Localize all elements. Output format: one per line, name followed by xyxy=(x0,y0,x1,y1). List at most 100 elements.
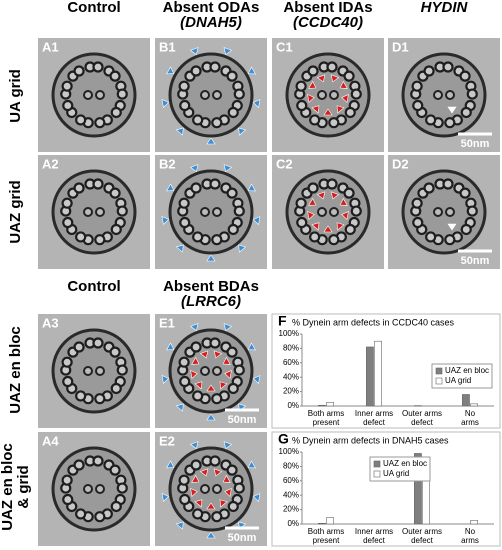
central-pair xyxy=(212,366,222,376)
arrowhead xyxy=(194,499,203,508)
arrowhead xyxy=(222,356,231,365)
row-label: UAZ grid xyxy=(7,180,24,243)
doublet xyxy=(110,223,122,236)
arrowhead xyxy=(316,74,326,83)
column-header: Control xyxy=(67,278,120,295)
central-pair xyxy=(329,90,339,100)
doublet xyxy=(62,493,74,506)
doublet xyxy=(343,70,355,82)
doublet xyxy=(425,231,437,243)
chart-title: % Dynein arm defects in DNAH5 cases xyxy=(292,435,449,445)
arrowhead xyxy=(316,191,326,200)
arrowhead xyxy=(247,183,256,192)
bar xyxy=(326,517,334,525)
arrowhead xyxy=(323,108,333,116)
doublet xyxy=(61,80,73,92)
arrowhead xyxy=(252,375,261,385)
x-tick-label: No arms xyxy=(461,527,479,545)
doublet xyxy=(211,393,223,405)
arrowhead xyxy=(224,370,232,380)
doublet xyxy=(109,346,121,358)
bar xyxy=(366,346,374,407)
doublet xyxy=(442,61,454,73)
doublet xyxy=(425,114,437,126)
doublet xyxy=(110,500,122,513)
y-tick-label: 20% xyxy=(283,387,299,396)
doublet xyxy=(94,234,106,246)
arrowhead xyxy=(190,488,198,497)
arrowhead xyxy=(238,244,247,253)
doublet xyxy=(444,117,456,129)
row-label: UAZ en bloc xyxy=(0,443,16,531)
doublet xyxy=(233,482,245,494)
arrowhead xyxy=(311,222,320,231)
doublet xyxy=(94,393,106,405)
panel-label: B1 xyxy=(159,39,176,54)
doublet xyxy=(309,114,321,126)
central-pair xyxy=(212,207,222,217)
arrowhead xyxy=(161,99,170,109)
arrowhead xyxy=(219,499,228,508)
column-header: (CCDC40) xyxy=(293,14,363,31)
micrograph: A3 xyxy=(38,314,150,428)
micrograph: A1 xyxy=(38,38,150,152)
doublet xyxy=(178,474,190,486)
arrowhead xyxy=(189,164,199,173)
legend-label: UAZ en bloc xyxy=(445,366,489,375)
arrowhead xyxy=(213,468,223,477)
legend-label: UA grid xyxy=(383,469,409,478)
panel-label: G xyxy=(278,431,289,447)
doublet xyxy=(233,205,245,217)
arrowhead xyxy=(199,468,209,477)
doublet xyxy=(179,99,191,112)
doublet xyxy=(233,88,245,100)
arrowhead xyxy=(206,137,216,145)
micrograph: E2 50nm xyxy=(155,432,267,546)
doublet xyxy=(227,382,239,395)
arrowhead xyxy=(166,460,175,469)
panel-label: D1 xyxy=(392,39,409,54)
central-pair xyxy=(83,366,93,376)
panel-label: C2 xyxy=(276,156,293,171)
doublet xyxy=(116,364,128,376)
central-pair xyxy=(329,207,339,217)
chart: G% Dynein arm defects in DNAH5 cases 0% 20… xyxy=(271,431,501,547)
x-tick-label: Inner arms defect xyxy=(355,409,393,427)
doublet xyxy=(227,106,239,119)
arrowhead xyxy=(223,323,233,332)
doublet xyxy=(73,459,85,471)
doublet xyxy=(73,341,85,353)
scale-label: 50nm xyxy=(228,532,257,544)
legend-swatch xyxy=(373,470,381,478)
central-pair xyxy=(212,90,222,100)
central-pair xyxy=(83,90,93,100)
arrowhead xyxy=(206,531,216,539)
y-tick-label: 80% xyxy=(283,344,299,353)
central-pair xyxy=(317,207,327,217)
doublet xyxy=(227,500,239,513)
y-tick-label: 40% xyxy=(283,490,299,499)
doublet xyxy=(444,234,456,246)
doublet xyxy=(296,99,308,112)
arrowhead xyxy=(219,381,228,390)
doublet xyxy=(92,178,104,190)
arrowhead xyxy=(199,350,209,359)
arrowhead xyxy=(194,381,203,390)
doublet xyxy=(109,70,121,82)
central-pair xyxy=(95,90,105,100)
doublet xyxy=(423,65,435,77)
arrowhead xyxy=(308,197,317,206)
arrowhead xyxy=(191,356,200,365)
doublet xyxy=(209,455,221,467)
central-pair xyxy=(200,484,210,494)
arrowhead xyxy=(307,211,315,220)
doublet xyxy=(328,117,340,129)
arrowhead xyxy=(206,254,216,262)
arrowhead xyxy=(175,521,184,530)
bar xyxy=(462,394,470,407)
doublet xyxy=(460,223,472,236)
bar xyxy=(318,404,326,407)
central-pair xyxy=(212,484,222,494)
row-label: & grid xyxy=(15,465,32,508)
arrowhead xyxy=(189,441,199,450)
